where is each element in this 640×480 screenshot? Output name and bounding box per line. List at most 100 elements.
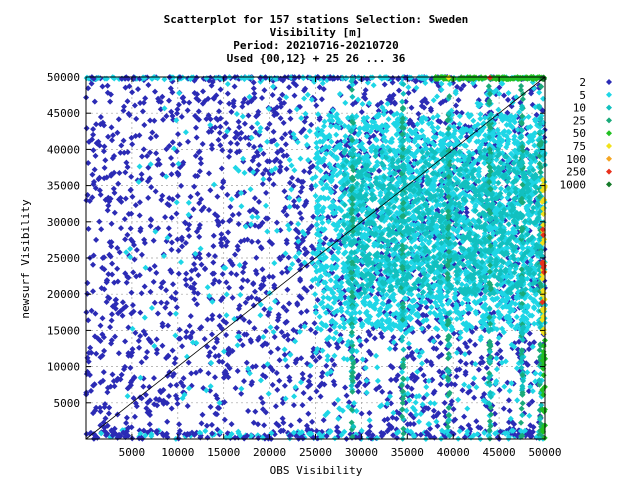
data-point xyxy=(158,299,165,306)
data-point xyxy=(178,234,185,241)
data-point xyxy=(323,362,330,369)
data-point xyxy=(160,116,167,123)
data-point xyxy=(313,102,320,109)
data-point xyxy=(175,270,182,277)
data-point xyxy=(441,399,448,406)
data-point xyxy=(273,370,280,376)
data-point xyxy=(259,399,266,406)
data-point xyxy=(112,333,118,340)
data-point xyxy=(88,307,95,314)
chart-title: Scatterplot for 157 stations Selection: … xyxy=(164,13,469,65)
data-point xyxy=(105,133,112,140)
data-point xyxy=(89,171,96,178)
data-point xyxy=(305,383,311,390)
data-point xyxy=(219,218,226,225)
data-point xyxy=(138,171,145,178)
data-point xyxy=(251,325,258,332)
data-point xyxy=(168,155,174,161)
data-point xyxy=(85,160,92,166)
data-point xyxy=(410,421,417,427)
data-point xyxy=(387,390,393,396)
data-point xyxy=(99,352,106,359)
data-point xyxy=(342,384,349,391)
data-point xyxy=(217,99,224,106)
data-point xyxy=(241,96,248,103)
data-point xyxy=(133,273,140,280)
data-point xyxy=(217,123,224,130)
data-point xyxy=(422,377,429,384)
data-point xyxy=(153,150,160,157)
data-point xyxy=(85,85,92,92)
data-point xyxy=(208,142,215,149)
data-point xyxy=(237,135,244,142)
data-point xyxy=(295,257,302,264)
data-point xyxy=(227,203,234,210)
data-point xyxy=(138,251,145,258)
data-point xyxy=(101,143,108,150)
data-point xyxy=(263,215,269,222)
data-point xyxy=(248,338,255,345)
data-point xyxy=(253,209,260,216)
data-point xyxy=(191,183,198,190)
data-point xyxy=(255,238,262,245)
title-line-2: Visibility [m] xyxy=(270,26,363,39)
data-point xyxy=(309,255,316,262)
data-point xyxy=(171,360,178,367)
data-point xyxy=(92,185,99,192)
data-point xyxy=(470,380,476,387)
data-point xyxy=(281,382,288,389)
data-point xyxy=(114,265,121,272)
data-point xyxy=(109,155,116,162)
data-point xyxy=(189,284,196,291)
data-point xyxy=(176,335,182,342)
data-point xyxy=(402,98,409,105)
data-point xyxy=(309,163,316,170)
data-point xyxy=(491,421,498,428)
data-point xyxy=(388,400,394,407)
data-point xyxy=(147,149,153,156)
data-point xyxy=(103,299,110,305)
data-point xyxy=(328,357,335,363)
data-point xyxy=(410,355,417,362)
data-point xyxy=(193,369,199,376)
data-point xyxy=(214,193,221,200)
data-point xyxy=(251,144,257,150)
data-point xyxy=(88,387,94,394)
data-point xyxy=(102,157,109,164)
data-point xyxy=(211,270,217,277)
data-point xyxy=(281,188,288,195)
data-point xyxy=(206,207,212,213)
data-point xyxy=(226,100,233,107)
data-point xyxy=(210,259,217,266)
data-point xyxy=(87,344,94,351)
data-point xyxy=(187,193,194,200)
data-point xyxy=(494,351,501,358)
data-point xyxy=(92,310,99,317)
data-point xyxy=(193,134,200,141)
data-point xyxy=(279,400,286,406)
data-point xyxy=(453,109,460,116)
data-point xyxy=(255,108,262,115)
data-point xyxy=(131,413,138,420)
data-point xyxy=(505,96,511,103)
data-point xyxy=(465,310,472,316)
data-point xyxy=(231,83,238,90)
data-point xyxy=(332,183,339,190)
data-point xyxy=(179,243,186,250)
data-point xyxy=(462,371,469,378)
data-point xyxy=(154,402,161,409)
data-point xyxy=(196,225,203,232)
data-point xyxy=(270,181,277,188)
data-point xyxy=(114,278,121,285)
data-point xyxy=(241,316,247,323)
data-point xyxy=(162,304,169,311)
data-point xyxy=(232,251,238,258)
data-point xyxy=(281,333,288,340)
data-point xyxy=(163,146,170,153)
data-point xyxy=(279,135,285,142)
data-point xyxy=(200,204,207,211)
data-point xyxy=(311,320,318,327)
data-point xyxy=(198,420,205,427)
data-point xyxy=(209,316,216,323)
